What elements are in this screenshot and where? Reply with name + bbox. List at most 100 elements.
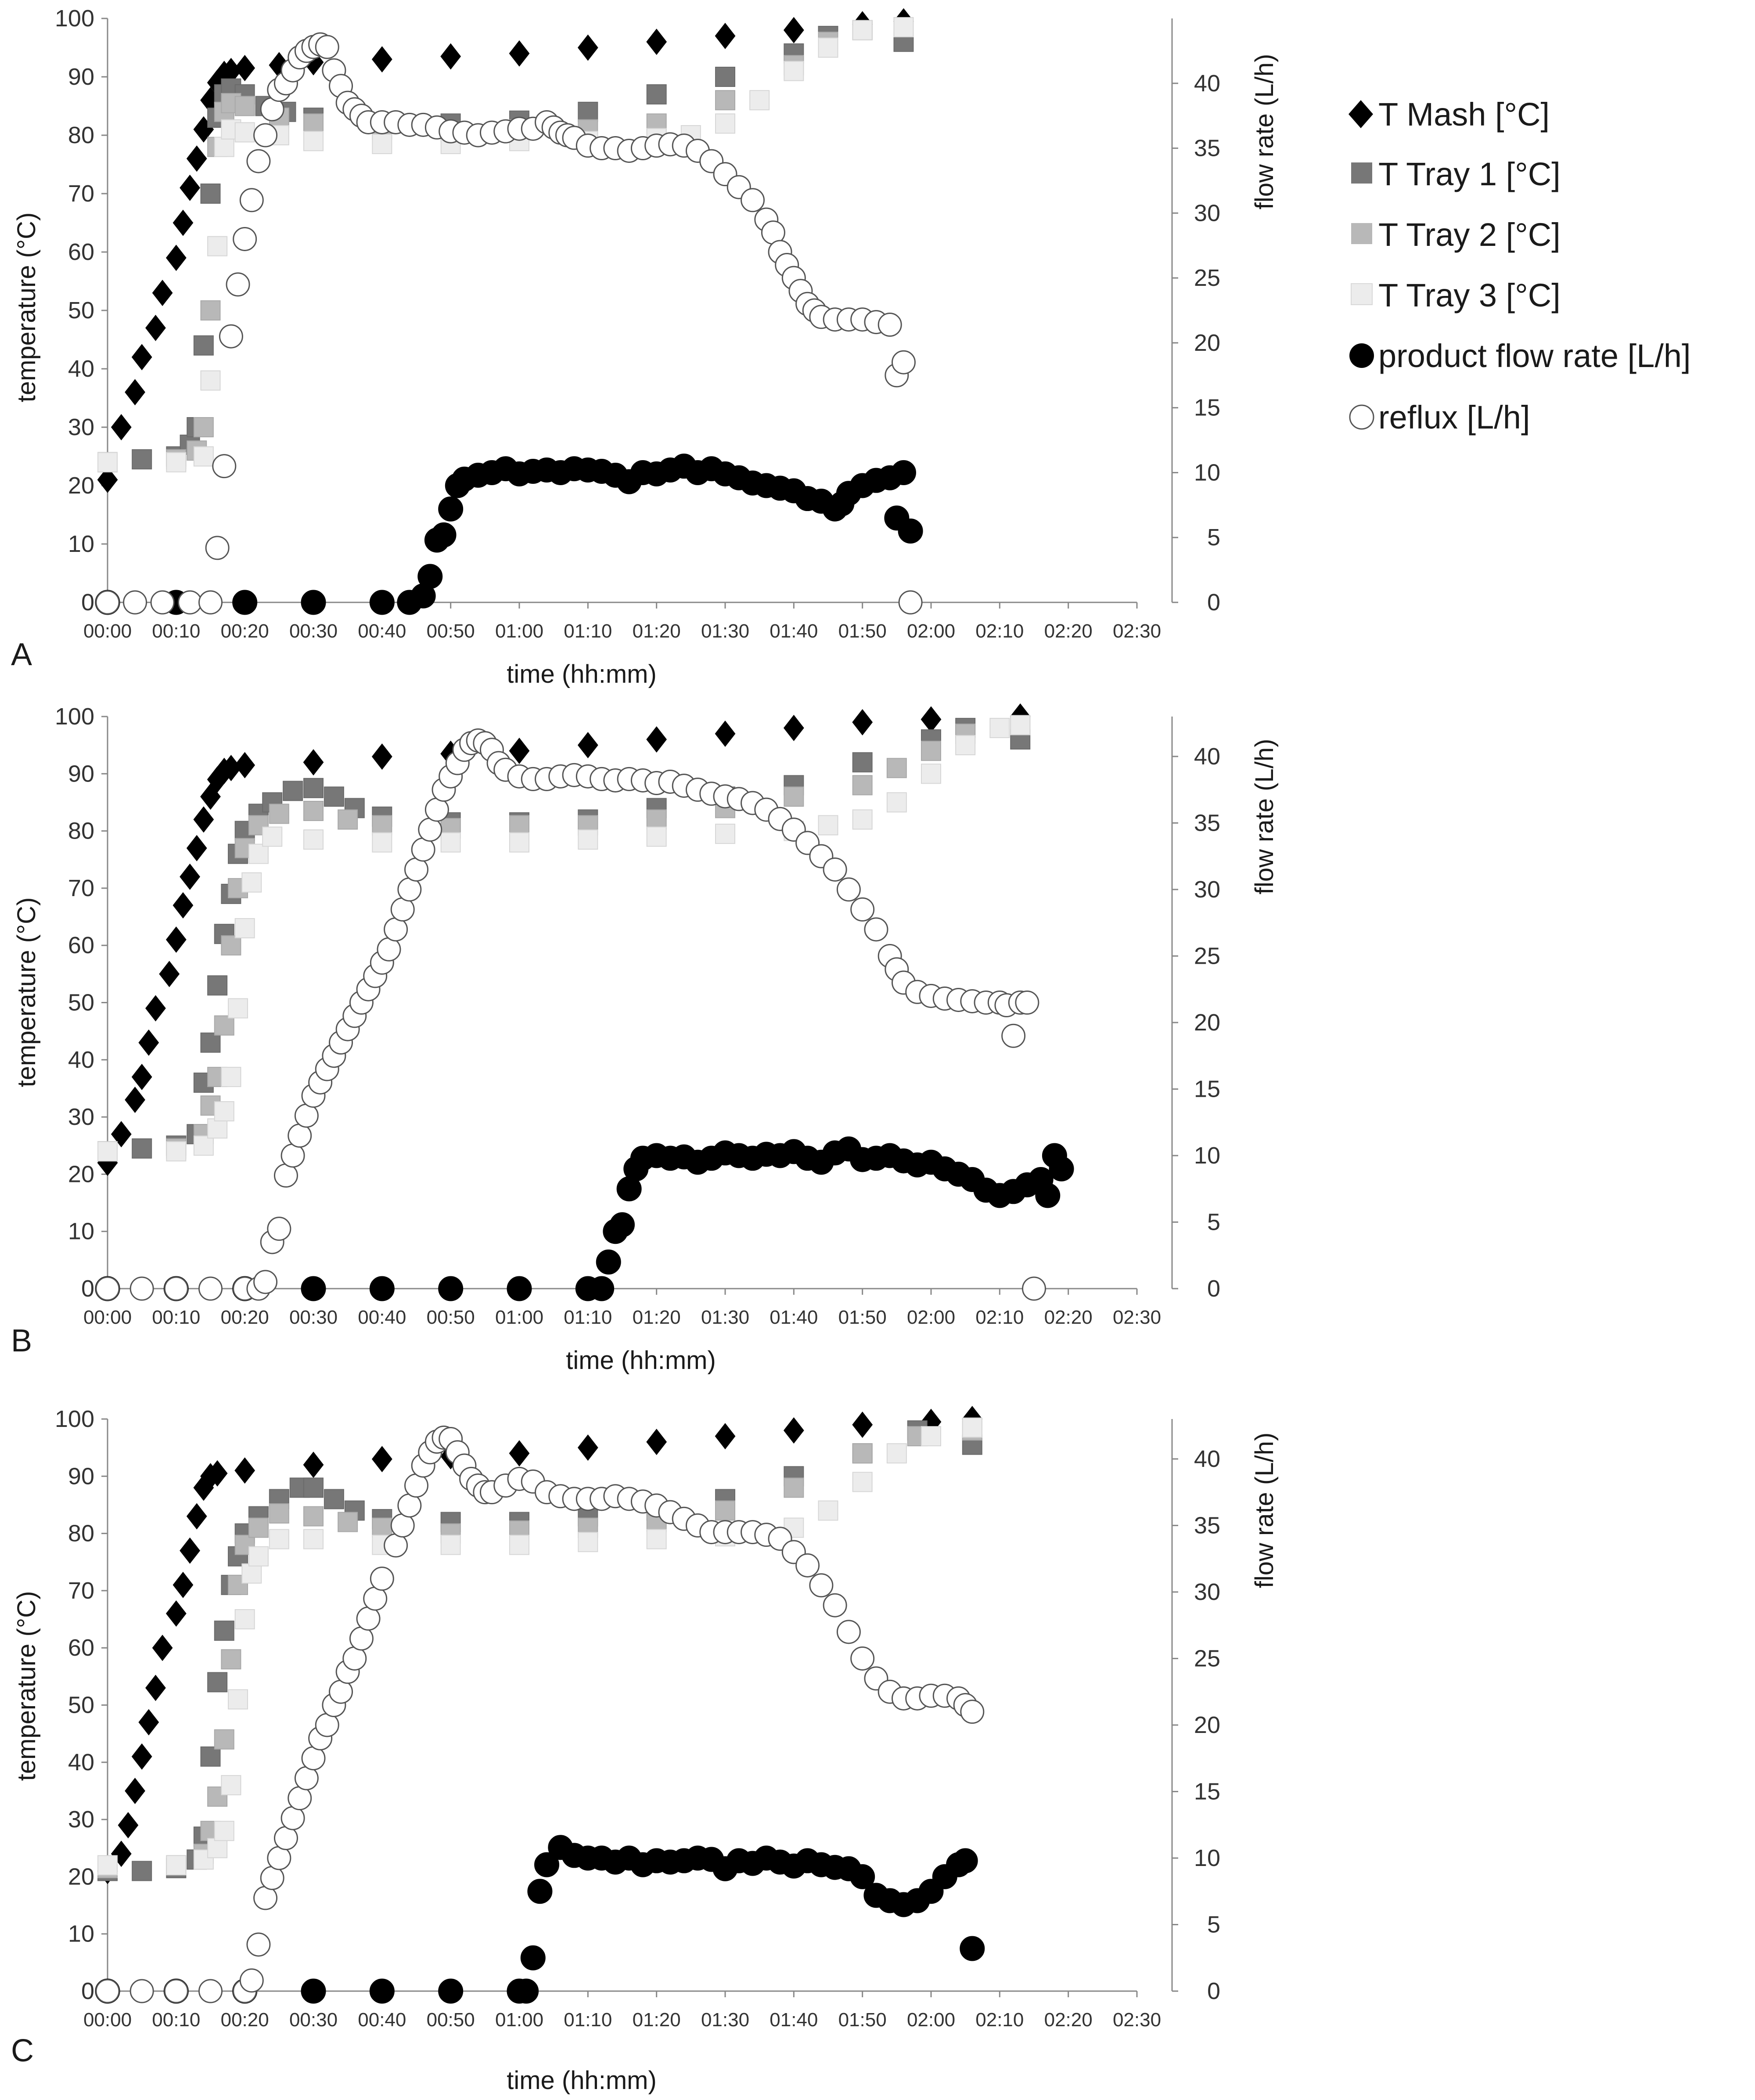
data-point-square	[200, 300, 221, 321]
y-tick-label: 20	[68, 1863, 94, 1890]
data-point-diamond	[159, 961, 180, 987]
data-point-square	[818, 815, 838, 836]
data-point-diamond	[646, 1429, 667, 1455]
x-tick-label: 00:50	[427, 1307, 475, 1328]
data-point-circle	[95, 1979, 120, 2003]
data-point-square	[214, 137, 234, 157]
data-point-square	[646, 1529, 667, 1549]
data-point-circle	[226, 272, 250, 297]
legend-label-t-tray-1: T Tray 1 [°C]	[1378, 156, 1561, 192]
x-tick-label: 01:20	[633, 1307, 681, 1328]
data-point-square	[241, 872, 262, 893]
data-point-diamond	[440, 43, 461, 70]
data-point-circle	[205, 536, 230, 560]
y-tick-label: 30	[68, 414, 94, 440]
y2-tick-label: 35	[1194, 135, 1220, 162]
y2-tick-label: 25	[1194, 943, 1220, 969]
data-point-circle	[864, 917, 888, 942]
x-tick-label: 00:00	[83, 620, 132, 642]
data-point-square	[784, 1477, 804, 1498]
data-point-circle	[1022, 1276, 1046, 1301]
data-point-square	[1010, 715, 1031, 735]
data-point-circle	[1035, 1183, 1061, 1208]
y-tick-label: 100	[55, 703, 94, 730]
x-tick-label: 01:10	[564, 620, 612, 642]
x-tick-label: 01:10	[564, 2009, 612, 2031]
data-point-square	[193, 417, 214, 437]
y2-tick-label: 5	[1207, 1209, 1220, 1235]
legend-label-t-tray-3: T Tray 3 [°C]	[1378, 277, 1561, 313]
data-point-circle	[850, 897, 875, 922]
data-point-diamond	[125, 379, 145, 406]
data-point-square	[955, 735, 976, 756]
data-point-diamond	[145, 995, 166, 1022]
y-tick-label: 40	[68, 1749, 94, 1776]
y-tick-label: 90	[68, 64, 94, 90]
series-t-tray-3-c	[97, 715, 1031, 1162]
data-point-square	[749, 90, 770, 111]
y-tick-label: 50	[68, 990, 94, 1016]
data-point-square	[221, 1066, 241, 1087]
y2-tick-label: 10	[1194, 1142, 1220, 1169]
series-reflux-l-h	[95, 728, 1046, 1301]
series-reflux-l-h	[95, 1425, 985, 2003]
y2-tick-label: 5	[1207, 1911, 1220, 1938]
data-point-diamond	[111, 1121, 132, 1148]
panel-a: 0 10 20 30 40 50 60 70 80 90 100 0 5 10 15 20 25 30 35 40 00…	[11, 5, 1279, 688]
data-point-diamond	[852, 1412, 873, 1438]
data-point-square	[269, 1503, 289, 1524]
data-point-square	[200, 184, 221, 204]
y-tick-label: 20	[68, 472, 94, 499]
data-point-square	[509, 1534, 529, 1555]
data-point-circle	[239, 188, 264, 213]
data-point-circle	[95, 1276, 120, 1301]
data-point-diamond	[97, 466, 118, 493]
data-point-square	[207, 1672, 228, 1693]
legend-item-reflux: reflux [L/h]	[1349, 399, 1530, 436]
data-point-square	[509, 815, 529, 836]
y2-tick-label: 15	[1194, 395, 1220, 421]
data-point-circle	[589, 1276, 615, 1301]
panel-b-y2label: flow rate (L/h)	[1250, 739, 1279, 895]
series-product-flow-rate-l-h	[95, 1136, 1074, 1301]
y2-tick-label: 10	[1194, 459, 1220, 486]
data-point-circle	[219, 324, 243, 349]
legend-marker-square-light	[1351, 283, 1373, 305]
legend-marker-circle-filled	[1349, 343, 1374, 368]
data-point-circle	[212, 454, 237, 479]
data-point-square	[221, 1649, 241, 1670]
data-point-square	[221, 935, 241, 956]
x-tick-label: 00:30	[289, 1307, 338, 1328]
data-point-square	[262, 826, 283, 847]
data-point-square	[207, 975, 228, 996]
data-point-diamond	[180, 863, 200, 890]
data-point-circle	[520, 1945, 546, 1970]
data-point-square	[372, 832, 392, 853]
y-tick-label: 0	[81, 589, 94, 616]
panel-a-xlabel: time (hh:mm)	[507, 660, 657, 688]
series-t-tray-1-c	[97, 718, 1031, 1162]
x-tick-label: 01:00	[495, 1307, 543, 1328]
data-point-square	[921, 764, 941, 784]
y-tick-label: 0	[81, 1275, 94, 1302]
data-point-circle	[1049, 1156, 1074, 1181]
data-point-diamond	[783, 17, 804, 43]
data-point-circle	[898, 590, 923, 615]
data-point-square	[269, 1529, 289, 1549]
panel-b-label: B	[11, 1323, 32, 1358]
data-point-circle	[891, 460, 916, 485]
y2-tick-label: 20	[1194, 1712, 1220, 1738]
series-t-tray-3-c	[97, 1417, 982, 1876]
y-tick-label: 60	[68, 932, 94, 958]
y-tick-label: 80	[68, 122, 94, 148]
data-point-square	[886, 1443, 907, 1464]
data-point-diamond	[111, 414, 132, 440]
data-point-circle	[960, 1936, 985, 1961]
data-point-circle	[301, 1978, 326, 2004]
y-tick-label: 20	[68, 1161, 94, 1187]
data-point-square	[921, 1426, 941, 1447]
data-point-diamond	[646, 29, 667, 55]
data-point-diamond	[577, 1434, 598, 1461]
panel-b-xlabel: time (hh:mm)	[566, 1346, 716, 1375]
y-tick-label: 90	[68, 760, 94, 787]
